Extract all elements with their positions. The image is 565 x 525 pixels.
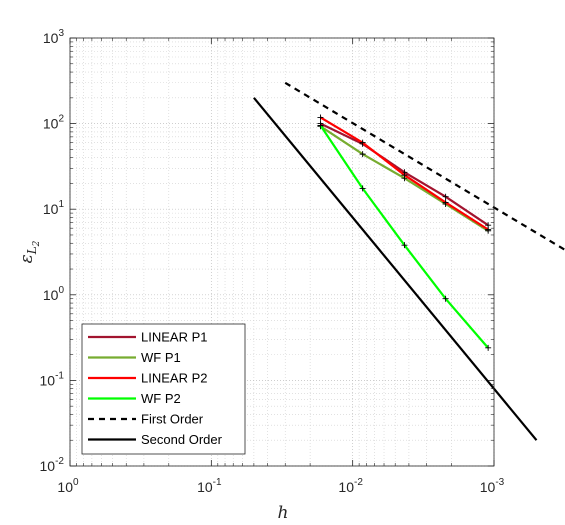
y-tick-exponent: 1 <box>58 199 64 210</box>
y-tick-label: 10-2 <box>40 456 65 474</box>
x-tick-base: 10 <box>197 479 213 495</box>
legend-label: First Order <box>141 412 204 427</box>
y-axis-label-subscript: L <box>25 246 39 255</box>
data-point-marker <box>401 242 408 249</box>
y-tick-label: 100 <box>43 285 65 303</box>
x-tick-labels: 100 10-1 10-2 10-3 <box>57 477 504 495</box>
x-tick-base: 10 <box>480 479 496 495</box>
series-line-second-order <box>253 97 538 441</box>
x-tick-label: 10-2 <box>338 477 363 495</box>
x-tick-base: 10 <box>338 479 354 495</box>
data-point-marker <box>485 226 492 233</box>
y-axis-label-main: ε <box>17 254 37 263</box>
x-tick-label: 10-1 <box>197 477 222 495</box>
x-tick-label: 10-3 <box>480 477 505 495</box>
y-tick-base: 10 <box>43 287 59 303</box>
y-tick-label: 10-1 <box>40 370 65 388</box>
legend: LINEAR P1 WF P1 LINEAR P2 WF P2 First Order S… <box>81 323 246 455</box>
data-point-marker <box>442 193 449 200</box>
data-point-marker <box>359 185 366 192</box>
y-tick-label: 101 <box>43 199 65 217</box>
series-linear-p2 <box>317 114 492 233</box>
legend-label: Second Order <box>141 432 223 447</box>
y-tick-base: 10 <box>43 201 59 217</box>
x-tick-label: 100 <box>57 477 79 495</box>
data-point-marker <box>317 114 324 121</box>
y-axis-label-subsubscript: 2 <box>32 240 42 247</box>
y-tick-exponent: -1 <box>55 370 64 381</box>
series-layer <box>253 81 565 441</box>
data-point-marker <box>485 344 492 351</box>
data-point-marker <box>442 295 449 302</box>
x-tick-exponent: 0 <box>73 477 79 488</box>
data-point-marker <box>359 151 366 158</box>
legend-label: WF P2 <box>141 391 181 406</box>
plot-frame <box>69 37 495 467</box>
y-tick-base: 10 <box>40 372 56 388</box>
legend-label: WF P1 <box>141 350 181 365</box>
y-tick-exponent: 3 <box>58 28 64 39</box>
data-point-marker <box>359 139 366 146</box>
x-tick-exponent: -3 <box>495 477 504 488</box>
y-tick-exponent: -2 <box>55 456 64 467</box>
y-axis-label: εL2 <box>17 240 42 263</box>
y-tick-label: 103 <box>43 28 65 46</box>
y-tick-exponent: 2 <box>58 114 64 125</box>
y-tick-base: 10 <box>40 458 56 474</box>
x-tick-exponent: -1 <box>213 477 222 488</box>
y-tick-base: 10 <box>43 116 59 132</box>
y-tick-label: 102 <box>43 114 65 132</box>
x-axis-label: h <box>278 503 289 523</box>
y-tick-base: 10 <box>43 30 59 46</box>
x-tick-base: 10 <box>57 479 73 495</box>
legend-label: LINEAR P2 <box>141 371 207 386</box>
legend-box <box>81 323 246 455</box>
y-tick-exponent: 0 <box>58 285 64 296</box>
series-second-order <box>253 97 538 441</box>
data-point-marker <box>401 172 408 179</box>
data-point-marker <box>442 199 449 206</box>
axis-ticks <box>69 37 495 467</box>
x-tick-exponent: -2 <box>354 477 363 488</box>
series-wf-p2 <box>317 122 492 351</box>
data-point-marker <box>317 122 324 129</box>
legend-label: LINEAR P1 <box>141 330 207 345</box>
